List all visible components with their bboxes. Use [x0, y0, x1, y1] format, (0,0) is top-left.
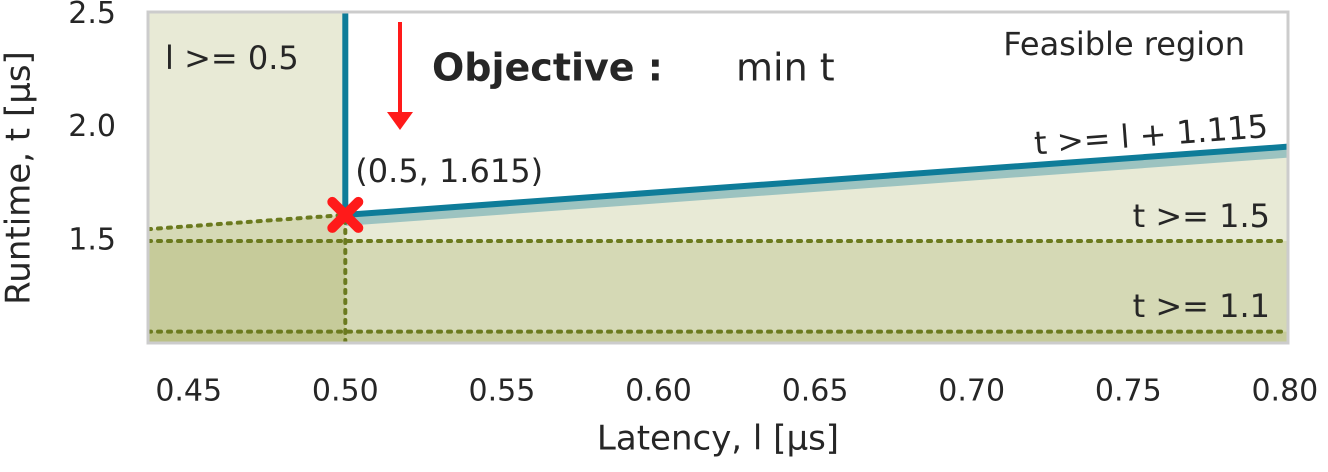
- constraint-label: t >= 1.5: [1133, 197, 1270, 235]
- y-tick-label: 1.5: [68, 222, 116, 257]
- infeasible-region: [148, 240, 1288, 343]
- constraint-label: t >= 1.1: [1133, 287, 1270, 325]
- constraint-label: l >= 0.5: [165, 39, 299, 77]
- plot-frame: [146, 10, 1290, 345]
- infeasible-region: [148, 331, 1288, 343]
- y-tick-label: 2.0: [68, 109, 116, 144]
- infeasible-region: [148, 12, 346, 343]
- x-tick-label: 0.55: [469, 374, 536, 409]
- objective-text: min t: [736, 46, 835, 90]
- x-tick-label: 0.50: [312, 374, 379, 409]
- x-tick-label: 0.65: [782, 374, 849, 409]
- objective-label: Objective :: [432, 46, 663, 90]
- optimum-marker: [327, 196, 364, 233]
- x-tick-label: 0.70: [938, 374, 1005, 409]
- y-tick-label: 2.5: [68, 0, 116, 31]
- constraint-lines: [148, 12, 1288, 343]
- x-tick-label: 0.60: [625, 374, 692, 409]
- objective-arrowhead: [387, 112, 413, 130]
- x-axis-label: Latency, l [µs]: [597, 419, 839, 459]
- y-axis-label: Runtime, t [µs]: [0, 51, 39, 305]
- boundary-line: [345, 143, 1288, 218]
- optimum-label: (0.5, 1.615): [355, 152, 543, 190]
- x-tick-label: 0.80: [1251, 374, 1318, 409]
- region-label: Feasible region: [1003, 25, 1245, 63]
- infeasible-region: [148, 146, 1288, 343]
- x-tick-label: 0.75: [1095, 374, 1162, 409]
- constraint-line: [148, 212, 348, 232]
- boundary-shadow: [344, 147, 1288, 226]
- x-tick-label: 0.45: [155, 374, 222, 409]
